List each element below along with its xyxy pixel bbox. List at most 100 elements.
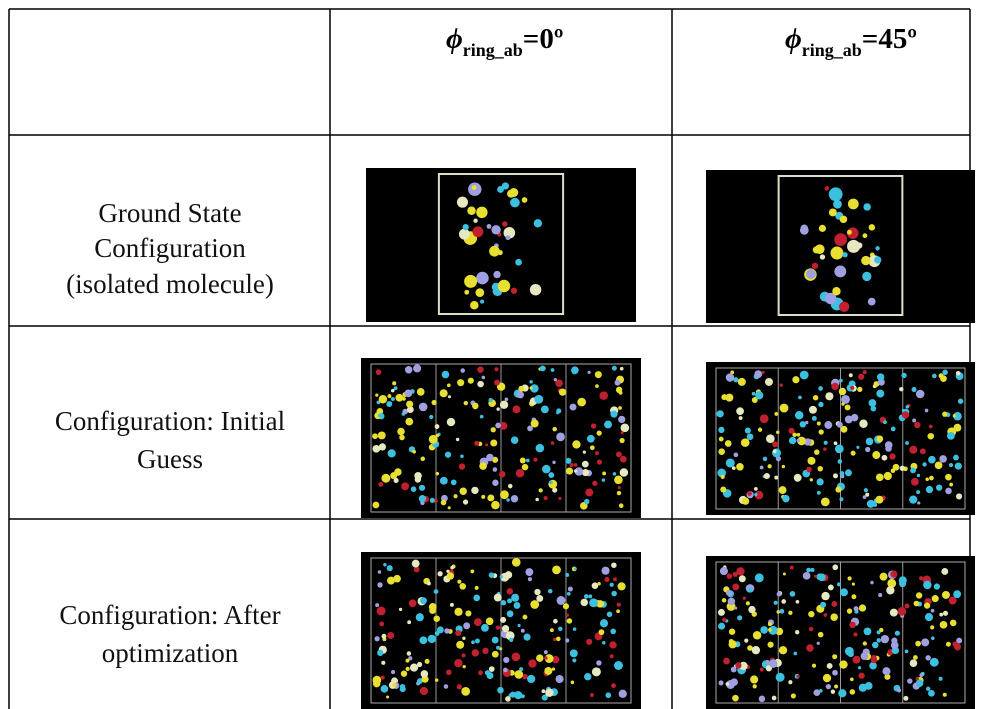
atom xyxy=(941,568,949,575)
atom xyxy=(619,437,625,444)
atom xyxy=(832,654,838,660)
atom xyxy=(495,422,502,429)
atom xyxy=(863,203,871,211)
atom xyxy=(779,403,789,413)
atom xyxy=(841,402,845,406)
atom xyxy=(553,618,558,624)
atom xyxy=(953,411,962,421)
atom xyxy=(839,588,848,597)
atom xyxy=(471,185,477,191)
atom xyxy=(614,379,621,386)
atom xyxy=(436,626,444,634)
atom xyxy=(415,613,424,622)
atom xyxy=(833,199,842,209)
atom xyxy=(582,450,586,454)
atom xyxy=(402,396,406,401)
atom xyxy=(909,659,918,668)
atom xyxy=(456,196,469,208)
atom xyxy=(824,186,830,191)
atom xyxy=(874,256,882,264)
atom xyxy=(765,659,770,665)
atom xyxy=(832,669,838,676)
atom xyxy=(846,608,853,614)
atom xyxy=(543,650,548,655)
atom xyxy=(615,386,623,394)
atom xyxy=(858,683,867,692)
atom xyxy=(519,457,526,464)
atom xyxy=(499,470,506,478)
cell-frame xyxy=(715,367,966,510)
atom xyxy=(375,369,382,375)
atom xyxy=(924,602,931,609)
atom xyxy=(846,229,852,235)
atom xyxy=(506,588,514,595)
atom xyxy=(841,394,850,404)
atom xyxy=(609,582,614,587)
atom xyxy=(838,301,850,312)
atom xyxy=(501,625,510,633)
atom xyxy=(591,582,599,589)
atom xyxy=(869,661,877,670)
atom xyxy=(884,673,891,680)
atom xyxy=(456,640,465,649)
atom xyxy=(736,567,745,576)
atom xyxy=(794,410,804,420)
atom xyxy=(602,471,607,476)
atom xyxy=(405,666,410,672)
atom xyxy=(500,600,507,606)
row-label: optimization xyxy=(102,638,239,668)
atom xyxy=(730,666,737,673)
atom xyxy=(723,657,730,665)
atom xyxy=(876,638,881,643)
atom xyxy=(890,641,899,650)
atom xyxy=(808,405,817,414)
atom xyxy=(609,641,617,649)
atom xyxy=(774,412,779,416)
atom xyxy=(883,471,892,481)
atom xyxy=(844,404,851,411)
atom xyxy=(596,430,602,436)
atom xyxy=(616,609,620,614)
atom xyxy=(871,654,877,661)
atom xyxy=(945,641,951,647)
atom xyxy=(916,473,921,478)
atom xyxy=(914,421,921,429)
atom xyxy=(549,628,554,633)
atom xyxy=(896,688,902,693)
atom xyxy=(609,654,614,659)
atom xyxy=(494,367,499,372)
atom xyxy=(493,593,502,602)
atom xyxy=(732,583,740,591)
atom xyxy=(497,686,504,694)
atom xyxy=(610,628,617,635)
atom xyxy=(383,563,387,567)
atom xyxy=(809,478,813,482)
atom xyxy=(474,440,480,446)
atom xyxy=(480,623,489,632)
atom xyxy=(903,695,909,701)
header-rest: =0º xyxy=(523,23,564,55)
atom xyxy=(510,494,519,503)
atom xyxy=(473,594,481,602)
atom xyxy=(596,600,604,608)
atom xyxy=(764,377,773,386)
atom xyxy=(733,377,739,383)
atom xyxy=(539,365,546,372)
atom xyxy=(509,691,516,698)
atom xyxy=(792,432,797,437)
atom xyxy=(911,386,917,393)
atom xyxy=(812,394,819,401)
atom xyxy=(860,652,869,660)
atom xyxy=(875,495,884,504)
atom xyxy=(522,614,528,620)
atom xyxy=(381,473,391,483)
atom xyxy=(573,469,578,473)
atom xyxy=(870,580,874,585)
atom xyxy=(499,400,509,409)
atom xyxy=(732,694,739,702)
atom xyxy=(530,384,539,393)
atom xyxy=(459,583,467,590)
atom xyxy=(811,262,819,270)
atom xyxy=(818,386,823,391)
atom xyxy=(796,432,801,437)
